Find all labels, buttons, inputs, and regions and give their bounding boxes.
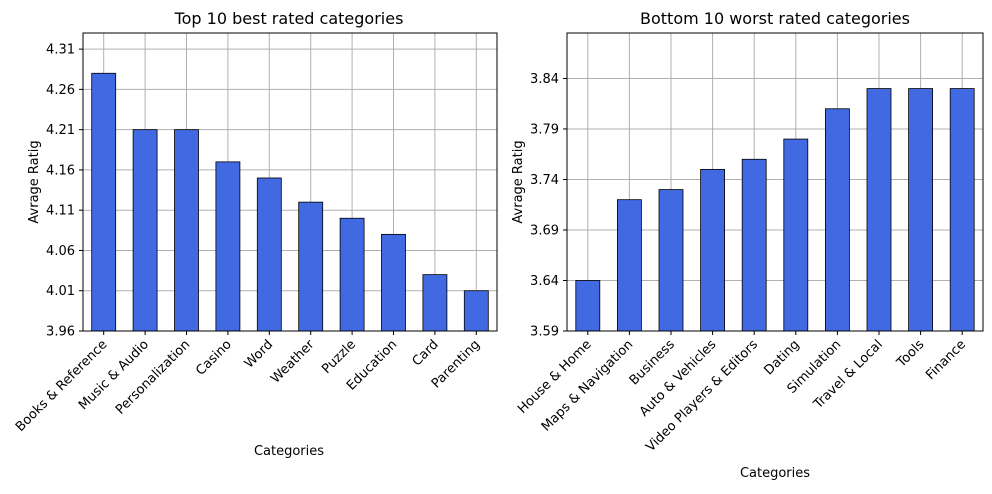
x-tick-label: Finance (923, 337, 969, 383)
bar (908, 88, 933, 332)
y-tick-label: 3.74 (530, 173, 559, 188)
y-tick-label: 3.84 (530, 72, 559, 87)
x-tick-label: Tools (893, 337, 927, 371)
bar (381, 233, 406, 332)
bar (298, 201, 324, 332)
y-tick-label: 4.21 (46, 123, 75, 138)
x-tick-label: Card (410, 337, 442, 369)
bar (215, 161, 241, 332)
y-tick-label: 4.06 (46, 244, 75, 259)
y-tick-label: 4.16 (46, 163, 75, 178)
y-tick-label: 4.26 (46, 83, 75, 98)
bar (463, 290, 489, 332)
bar (91, 72, 117, 332)
bar (825, 108, 850, 332)
chart-title: Top 10 best rated categories (174, 9, 404, 28)
x-axis-label: Categories (740, 466, 810, 481)
x-tick-label: Auto & Vehicles (637, 337, 720, 420)
y-axis-label: Avrage Ratig (27, 140, 42, 223)
bar (783, 138, 809, 332)
axes-frame (82, 32, 498, 332)
bar (132, 129, 158, 332)
bar (174, 129, 199, 332)
bar (949, 88, 975, 332)
axes-frame (566, 32, 984, 332)
bar (339, 217, 365, 332)
x-tick-label: Puzzle (319, 337, 359, 377)
x-tick-label: Personalization (113, 337, 193, 417)
y-axis-label: Avrage Ratig (511, 140, 526, 223)
y-tick-label: 4.31 (46, 43, 75, 58)
chart-title: Bottom 10 worst rated categories (640, 9, 910, 28)
y-tick-label: 4.01 (46, 284, 75, 299)
x-tick-label: Word (242, 337, 276, 371)
y-tick-label: 4.11 (46, 204, 75, 219)
x-axis-label: Categories (254, 444, 324, 459)
y-tick-label: 3.96 (46, 325, 75, 340)
x-tick-label: Casino (193, 337, 234, 378)
bar (866, 88, 892, 332)
chart-panel-top-rated: Top 10 best rated categories Categories … (13, 9, 498, 459)
bar (741, 158, 767, 332)
x-tick-label: House & Home (515, 337, 595, 417)
bar (700, 168, 725, 332)
y-tick-label: 3.64 (530, 274, 559, 289)
bar (617, 199, 642, 332)
bar (575, 280, 601, 332)
y-tick-label: 3.79 (530, 122, 559, 137)
bar (422, 274, 448, 332)
y-tick-label: 3.59 (530, 325, 559, 340)
bar (658, 189, 684, 332)
y-tick-label: 3.69 (530, 223, 559, 238)
bar (256, 177, 282, 332)
chart-panel-bottom-rated: Bottom 10 worst rated categories Categor… (511, 9, 984, 481)
x-tick-label: Weather (268, 337, 318, 387)
x-tick-label: Dating (761, 337, 802, 378)
